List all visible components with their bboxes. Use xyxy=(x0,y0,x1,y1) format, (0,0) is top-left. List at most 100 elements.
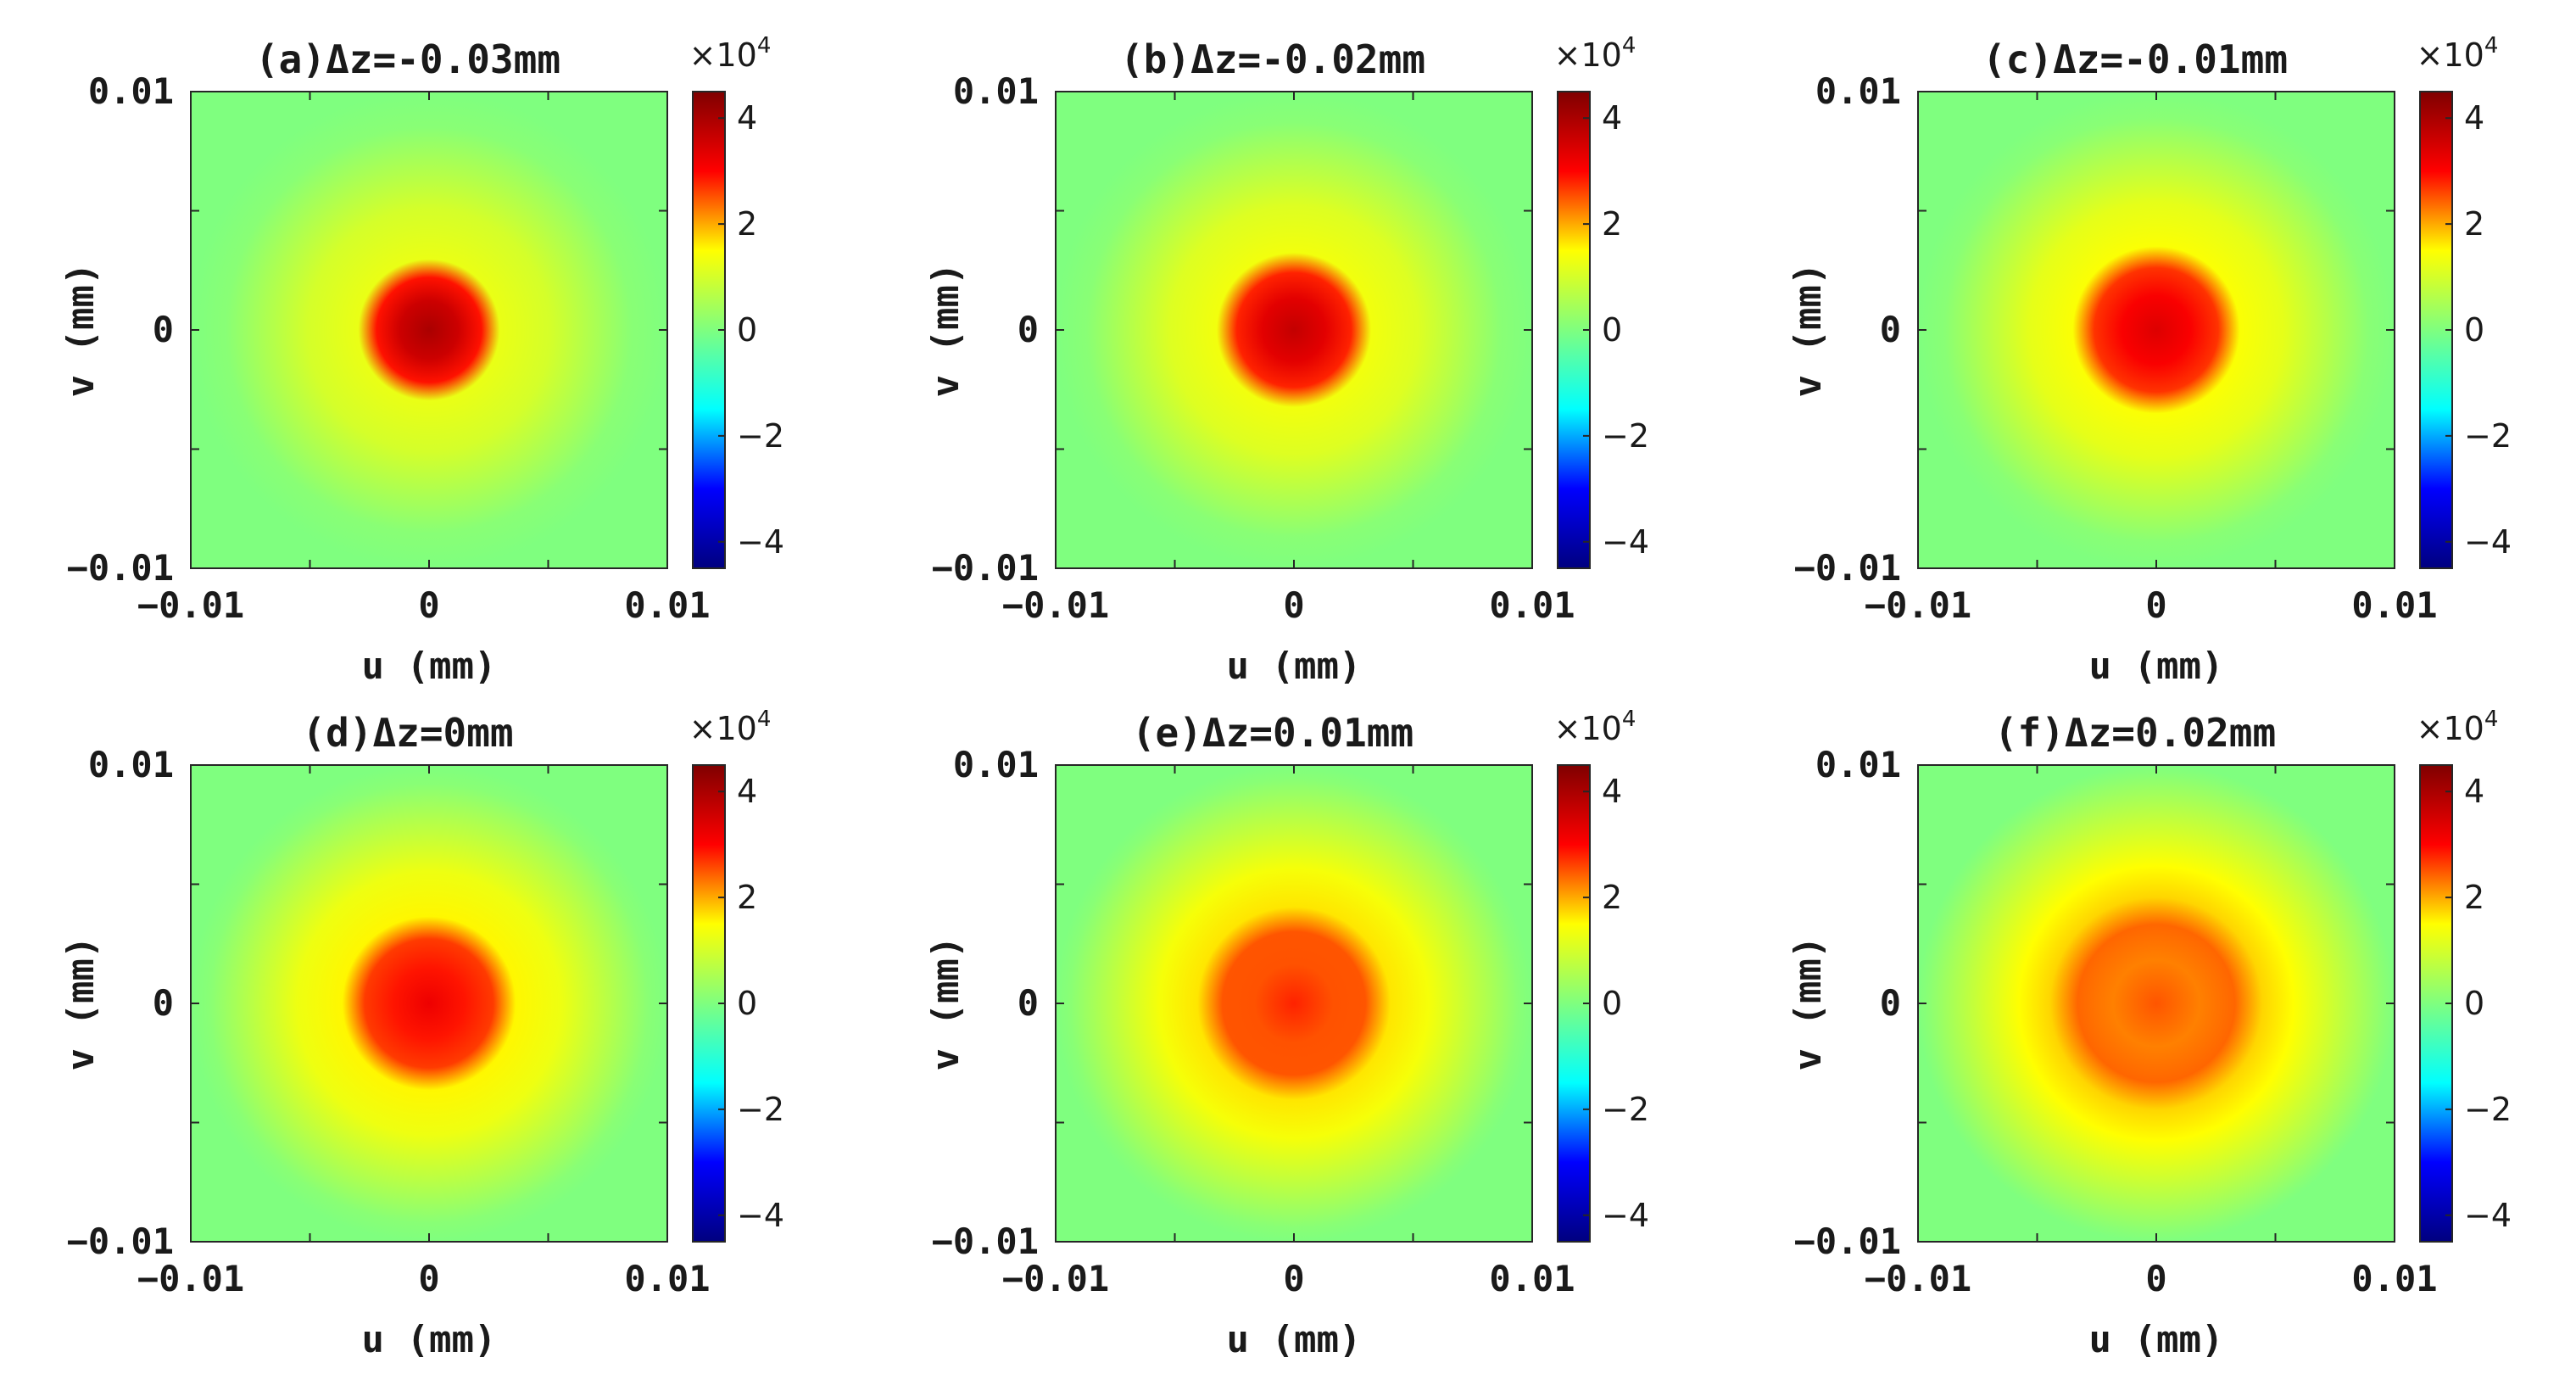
x-tick-label: −0.01 xyxy=(137,584,244,626)
x-tick-label: −0.01 xyxy=(1002,584,1109,626)
colorbar-exponent-base: ×10 xyxy=(689,710,757,747)
colorbar-exponent-power: 4 xyxy=(757,33,772,59)
heatmap-field xyxy=(1056,765,1532,1242)
colorbar-exponent-power: 4 xyxy=(2484,33,2499,59)
panel-e: −0.01 0 0.01 0.01 0 −0.01 u (mm) v (mm) (e)Δz=0.… xyxy=(924,707,1649,1361)
colorbar-exponent-label: ×104 xyxy=(1554,33,1636,74)
colorbar-tick-label: 2 xyxy=(1602,879,1622,916)
colorbar-exponent-power: 4 xyxy=(1622,707,1636,732)
colorbar-tick-label: 4 xyxy=(1602,99,1622,137)
colorbar-exponent-base: ×10 xyxy=(689,36,757,74)
colorbar-exponent-label: ×104 xyxy=(689,707,772,747)
colorbar-tick-label: 4 xyxy=(737,773,757,810)
heatmap-field xyxy=(191,92,667,568)
y-tick-label: −0.01 xyxy=(1794,1221,1901,1262)
y-tick-label: 0.01 xyxy=(88,744,174,785)
y-axis-label: v (mm) xyxy=(924,936,967,1071)
y-tick-label: 0 xyxy=(1880,982,1901,1024)
colorbar-exponent-power: 4 xyxy=(2484,707,2499,732)
y-tick-label: 0.01 xyxy=(953,744,1039,785)
x-tick-label: −0.01 xyxy=(137,1258,244,1299)
y-axis-label: v (mm) xyxy=(1787,263,1830,398)
panel-title: (e)Δz=0.01mm xyxy=(1132,710,1413,756)
colorbar-tick-label: 2 xyxy=(1602,205,1622,243)
colorbar-exponent-label: ×104 xyxy=(1554,707,1636,747)
colorbar-tick-label: −2 xyxy=(737,417,784,455)
y-tick-label: 0 xyxy=(1880,309,1901,350)
colorbar-tick-label: 0 xyxy=(737,985,757,1022)
panel-b: −0.01 0 0.01 0.01 0 −0.01 u (mm) v (mm) (b)Δz=-0… xyxy=(924,33,1649,688)
heatmap-field xyxy=(191,765,667,1242)
x-tick-label: 0 xyxy=(1283,584,1304,626)
y-tick-label: 0 xyxy=(153,982,174,1024)
y-tick-label: −0.01 xyxy=(67,547,174,589)
x-tick-label: 0.01 xyxy=(624,1258,710,1299)
y-axis-label: v (mm) xyxy=(59,936,103,1071)
colorbar-tick-label: −4 xyxy=(2464,523,2512,561)
colorbar-exponent-base: ×10 xyxy=(2417,710,2484,747)
y-axis-label: v (mm) xyxy=(59,263,103,398)
colorbar-tick-label: −4 xyxy=(1602,523,1649,561)
colorbar-exponent-power: 4 xyxy=(757,707,772,732)
y-tick-label: 0.01 xyxy=(1815,70,1901,112)
heatmap-field xyxy=(1056,92,1532,568)
colorbar-exponent-label: ×104 xyxy=(2417,33,2499,74)
y-tick-label: 0 xyxy=(1018,309,1039,350)
panel-title: (a)Δz=-0.03mm xyxy=(255,36,560,82)
x-tick-label: −0.01 xyxy=(1865,584,1971,626)
colorbar-exponent-base: ×10 xyxy=(2417,36,2484,74)
colorbar-tick-label: −4 xyxy=(2464,1197,2512,1234)
colorbar-tick-label: −4 xyxy=(1602,1197,1649,1234)
x-tick-label: −0.01 xyxy=(1865,1258,1971,1299)
x-axis-label: u (mm) xyxy=(362,1318,497,1361)
colorbar-tick-label: −2 xyxy=(1602,417,1649,455)
panels: −0.01 0 0.01 0.01 0 −0.01 u (mm) v (mm) (a)Δz=-0… xyxy=(59,33,2512,1361)
x-axis-label: u (mm) xyxy=(2089,645,2224,688)
x-axis-label: u (mm) xyxy=(362,645,497,688)
x-tick-label: 0 xyxy=(2145,1258,2166,1299)
colorbar-tick-label: −2 xyxy=(2464,417,2512,455)
colorbar-tick-label: 0 xyxy=(737,311,757,349)
panel-c: −0.01 0 0.01 0.01 0 −0.01 u (mm) v (mm) (c)Δz=-0… xyxy=(1787,33,2512,688)
colorbar-tick-label: 4 xyxy=(1602,773,1622,810)
y-tick-label: −0.01 xyxy=(932,1221,1039,1262)
x-axis-label: u (mm) xyxy=(1227,1318,1362,1361)
colorbar-tick-label: 0 xyxy=(2464,985,2484,1022)
x-tick-label: 0.01 xyxy=(2351,584,2437,626)
colorbar-exponent-base: ×10 xyxy=(1554,710,1622,747)
panel-f: −0.01 0 0.01 0.01 0 −0.01 u (mm) v (mm) (f)Δz=0.… xyxy=(1787,707,2512,1361)
y-axis-label: v (mm) xyxy=(1787,936,1830,1071)
colorbar-tick-label: 0 xyxy=(1602,985,1622,1022)
y-axis-label: v (mm) xyxy=(924,263,967,398)
colorbar-exponent-power: 4 xyxy=(1622,33,1636,59)
x-tick-label: 0.01 xyxy=(1489,1258,1575,1299)
x-tick-label: 0 xyxy=(2145,584,2166,626)
panel-title: (d)Δz=0mm xyxy=(302,710,513,756)
colorbar-tick-label: −2 xyxy=(1602,1091,1649,1128)
colorbar-tick-label: 0 xyxy=(1602,311,1622,349)
colorbar-tick-label: 0 xyxy=(2464,311,2484,349)
colorbar-tick-label: 2 xyxy=(737,205,757,243)
heatmap-field xyxy=(1918,765,2395,1242)
colorbar-tick-label: −2 xyxy=(737,1091,784,1128)
y-tick-label: −0.01 xyxy=(67,1221,174,1262)
x-axis-label: u (mm) xyxy=(2089,1318,2224,1361)
colorbar-tick-label: 2 xyxy=(2464,205,2484,243)
panel-title: (c)Δz=-0.01mm xyxy=(1982,36,2288,82)
colorbar-exponent-label: ×104 xyxy=(689,33,772,74)
y-tick-label: 0 xyxy=(153,309,174,350)
x-tick-label: 0 xyxy=(418,1258,439,1299)
colorbar-tick-label: 2 xyxy=(2464,879,2484,916)
y-tick-label: 0 xyxy=(1018,982,1039,1024)
y-tick-label: 0.01 xyxy=(953,70,1039,112)
colorbar-tick-label: 2 xyxy=(737,879,757,916)
heatmap-field xyxy=(1918,92,2395,568)
colorbar-exponent-base: ×10 xyxy=(1554,36,1622,74)
x-tick-label: 0.01 xyxy=(624,584,710,626)
x-tick-label: 0 xyxy=(1283,1258,1304,1299)
colorbar-tick-label: 4 xyxy=(2464,773,2484,810)
colorbar-tick-label: 4 xyxy=(2464,99,2484,137)
y-tick-label: −0.01 xyxy=(932,547,1039,589)
x-tick-label: 0.01 xyxy=(2351,1258,2437,1299)
